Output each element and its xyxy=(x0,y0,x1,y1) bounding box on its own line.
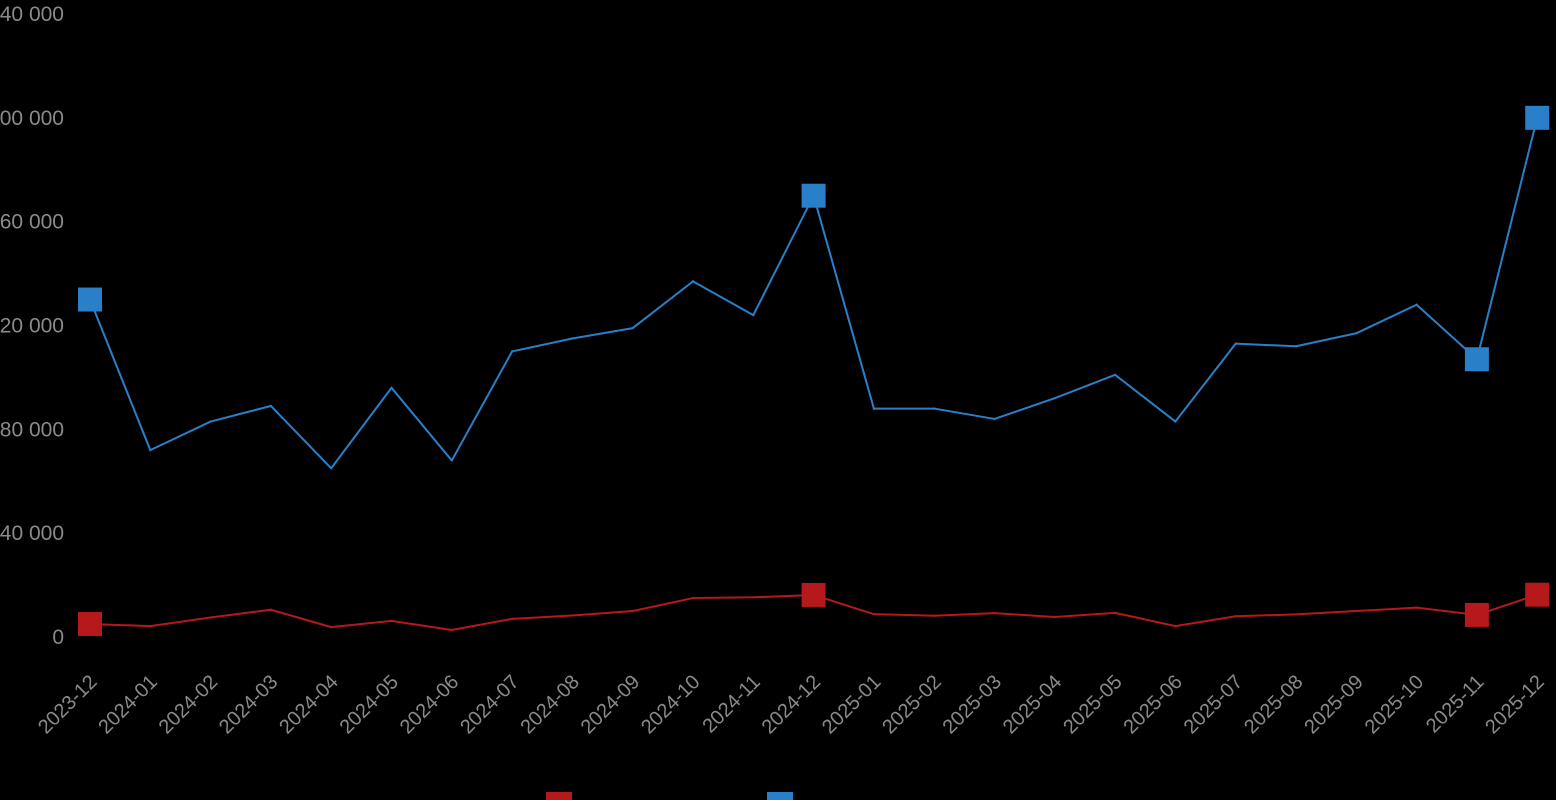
x-tick-label: 2025-01 xyxy=(818,671,885,738)
y-tick-label: 120 000 xyxy=(0,315,64,338)
data-point xyxy=(330,467,333,470)
x-tick-label: 2024-03 xyxy=(215,671,282,738)
x-tick-label: 2025-08 xyxy=(1240,671,1307,738)
y-axis: 0 40 000 80 000 120 000 160 000 200 000 240 00… xyxy=(0,3,64,649)
data-point xyxy=(390,386,393,389)
legend-swatch xyxy=(767,792,793,800)
x-tick-label: 2024-09 xyxy=(577,671,644,738)
data-point xyxy=(269,608,273,611)
y-tick-label: 80 000 xyxy=(0,418,64,441)
data-point xyxy=(993,417,996,421)
data-point xyxy=(330,625,333,629)
series-1 xyxy=(78,582,1550,637)
data-point xyxy=(1113,611,1117,615)
x-tick-label: 2025-09 xyxy=(1300,671,1367,738)
x-tick-label: 2024-06 xyxy=(396,671,463,738)
data-point xyxy=(1113,373,1117,377)
x-tick-label: 2024-05 xyxy=(336,671,403,738)
data-point xyxy=(1174,420,1177,423)
data-point xyxy=(631,609,634,613)
data-point xyxy=(1294,345,1298,348)
data-point xyxy=(1234,342,1237,345)
data-point xyxy=(1234,615,1237,618)
x-tick-label: 2025-02 xyxy=(878,671,945,738)
data-point xyxy=(209,420,212,423)
data-point xyxy=(691,596,695,600)
data-point xyxy=(450,628,453,632)
data-point xyxy=(1415,303,1418,306)
data-marker xyxy=(1525,582,1550,607)
data-point xyxy=(752,596,755,599)
x-tick-label: 2024-07 xyxy=(456,671,523,738)
data-point xyxy=(933,407,936,410)
data-point xyxy=(149,624,152,628)
data-marker xyxy=(801,183,826,208)
x-tick-label: 2025-10 xyxy=(1361,671,1428,738)
x-tick-label: 2025-03 xyxy=(939,671,1006,738)
data-marker xyxy=(1525,105,1550,130)
data-marker xyxy=(1464,347,1489,372)
data-point xyxy=(1294,613,1298,616)
x-tick-label: 2025-11 xyxy=(1422,671,1488,737)
data-point xyxy=(1355,332,1358,335)
legend-swatch xyxy=(546,792,572,800)
data-marker xyxy=(78,612,102,637)
x-tick-label: 2024-12 xyxy=(758,671,825,738)
data-point xyxy=(691,280,695,283)
x-tick-label: 2025-07 xyxy=(1180,671,1247,738)
data-marker xyxy=(801,582,826,607)
data-point xyxy=(872,407,876,410)
x-tick-label: 2025-04 xyxy=(999,671,1066,738)
y-tick-label: 200 000 xyxy=(0,107,64,130)
x-tick-label: 2024-01 xyxy=(94,671,161,738)
data-point xyxy=(571,614,574,617)
data-point xyxy=(631,326,634,330)
x-tick-label: 2025-06 xyxy=(1119,671,1186,738)
data-point xyxy=(510,350,514,353)
y-tick-label: 0 xyxy=(52,626,64,649)
data-point xyxy=(510,617,514,621)
x-tick-label: 2024-08 xyxy=(516,671,583,738)
data-point xyxy=(1174,624,1177,628)
legend xyxy=(546,792,793,800)
data-point xyxy=(872,612,876,616)
series-layer xyxy=(78,105,1550,637)
y-tick-label: 40 000 xyxy=(0,522,64,545)
x-tick-label: 2025-12 xyxy=(1481,671,1548,738)
data-point xyxy=(390,619,393,623)
y-tick-label: 240 000 xyxy=(0,3,64,26)
data-point xyxy=(450,459,453,462)
data-point xyxy=(752,313,755,317)
data-point xyxy=(1415,606,1418,609)
data-point xyxy=(1053,615,1057,619)
data-point xyxy=(571,337,574,340)
data-point xyxy=(209,616,212,619)
data-point xyxy=(149,448,152,452)
x-tick-label: 2025-05 xyxy=(1059,671,1126,738)
series-2 xyxy=(78,105,1550,470)
x-tick-label: 2024-11 xyxy=(698,671,764,737)
x-tick-label: 2024-02 xyxy=(155,671,222,738)
data-marker xyxy=(78,287,102,312)
data-point xyxy=(1053,396,1057,400)
data-point xyxy=(1355,609,1358,613)
data-marker xyxy=(1464,602,1489,627)
x-tick-label: 2023-12 xyxy=(34,671,101,738)
data-point xyxy=(933,614,936,617)
x-tick-label: 2024-10 xyxy=(637,671,704,738)
data-point xyxy=(993,611,996,615)
series-line xyxy=(89,117,1539,470)
x-tick-label: 2024-04 xyxy=(275,671,342,738)
y-tick-label: 160 000 xyxy=(0,211,64,234)
x-axis: 2023-122024-012024-022024-032024-042024-… xyxy=(34,671,1549,738)
data-point xyxy=(269,404,273,408)
